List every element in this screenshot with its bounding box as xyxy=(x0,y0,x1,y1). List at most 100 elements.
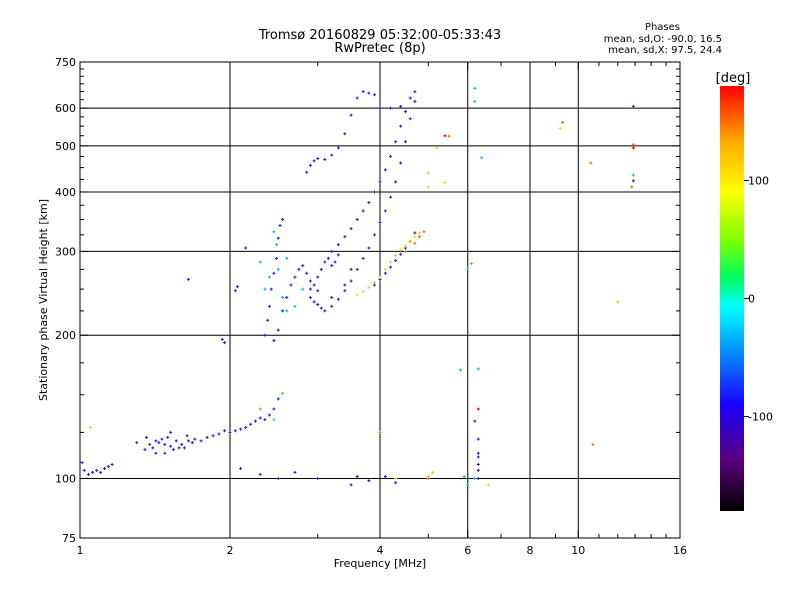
data-point xyxy=(289,283,293,287)
data-point xyxy=(217,432,221,436)
data-point xyxy=(239,466,243,470)
data-point xyxy=(148,442,152,446)
data-point xyxy=(399,161,403,165)
data-point xyxy=(154,451,158,455)
data-point xyxy=(349,483,353,487)
data-point xyxy=(373,93,377,97)
data-point xyxy=(285,309,289,313)
data-point xyxy=(163,442,167,446)
data-point xyxy=(408,239,412,243)
data-point xyxy=(316,289,320,293)
data-point xyxy=(422,230,426,234)
data-point xyxy=(103,466,107,470)
data-point xyxy=(244,246,248,250)
data-point xyxy=(308,296,312,300)
data-point xyxy=(367,201,371,205)
data-point xyxy=(330,153,334,157)
data-point xyxy=(326,256,330,260)
data-point xyxy=(378,275,382,279)
data-point xyxy=(373,233,377,237)
data-point xyxy=(394,180,398,184)
data-point xyxy=(308,163,312,167)
data-point xyxy=(163,451,167,455)
data-point xyxy=(323,260,327,264)
data-point xyxy=(281,296,285,300)
data-point xyxy=(417,235,421,239)
data-point xyxy=(220,337,224,341)
data-point xyxy=(275,243,279,247)
gridlines xyxy=(80,62,680,538)
data-point xyxy=(316,275,320,279)
data-point xyxy=(631,179,635,183)
y-tick-label: 300 xyxy=(55,245,76,258)
y-tick-label: 100 xyxy=(55,473,76,486)
data-point xyxy=(413,241,417,245)
data-point xyxy=(276,328,280,332)
data-point xyxy=(91,470,95,474)
data-point xyxy=(361,256,365,260)
chart-subtitle: RwPretec (8p) xyxy=(334,41,425,56)
data-point xyxy=(355,293,359,297)
data-point xyxy=(343,132,347,136)
data-point xyxy=(235,285,239,289)
data-point xyxy=(616,300,620,304)
data-point xyxy=(305,271,309,275)
data-point xyxy=(143,448,147,452)
data-point xyxy=(316,477,320,481)
data-point xyxy=(323,309,327,313)
data-point xyxy=(399,252,403,256)
data-point xyxy=(180,442,184,446)
data-point xyxy=(349,279,353,283)
data-point xyxy=(631,104,635,108)
data-point xyxy=(281,218,285,222)
data-point xyxy=(413,90,417,94)
data-point xyxy=(476,367,480,371)
data-point xyxy=(394,481,398,485)
data-point xyxy=(403,110,407,114)
colorbar-tick-label: 100 xyxy=(748,174,769,187)
data-point xyxy=(443,180,447,184)
data-point xyxy=(278,224,282,228)
data-point xyxy=(589,161,593,165)
data-points xyxy=(80,86,635,487)
data-point xyxy=(89,425,93,429)
data-point xyxy=(80,461,84,465)
data-point xyxy=(157,441,161,445)
data-point xyxy=(476,468,480,472)
data-point xyxy=(383,267,387,271)
data-point xyxy=(343,289,347,293)
colorbar-gradient xyxy=(720,86,744,511)
data-point xyxy=(462,474,466,478)
data-point xyxy=(263,287,267,291)
data-point xyxy=(186,439,190,443)
data-point xyxy=(182,446,186,450)
data-point xyxy=(233,429,237,433)
data-point xyxy=(631,146,635,150)
data-point xyxy=(631,143,635,147)
data-point xyxy=(323,157,327,161)
data-point xyxy=(349,227,353,231)
data-point xyxy=(305,170,309,174)
data-point xyxy=(285,256,289,260)
data-point xyxy=(361,290,365,294)
data-point xyxy=(145,435,149,439)
data-point xyxy=(389,265,393,269)
y-tick-label: 750 xyxy=(55,56,76,69)
data-point xyxy=(355,267,359,271)
data-point xyxy=(458,368,462,372)
data-point xyxy=(630,185,634,189)
data-point xyxy=(355,218,359,222)
data-point xyxy=(591,442,595,446)
phases-header: Phases xyxy=(645,22,680,33)
data-point xyxy=(417,231,421,235)
data-point xyxy=(276,397,280,401)
data-point xyxy=(205,435,209,439)
data-point xyxy=(249,422,253,426)
data-point xyxy=(253,419,257,423)
data-point xyxy=(367,285,371,289)
data-point xyxy=(403,140,407,144)
data-point xyxy=(394,140,398,144)
data-point xyxy=(169,444,173,448)
phases-line-o: mean, sd,O: -90.0, 16.5 xyxy=(604,34,722,45)
